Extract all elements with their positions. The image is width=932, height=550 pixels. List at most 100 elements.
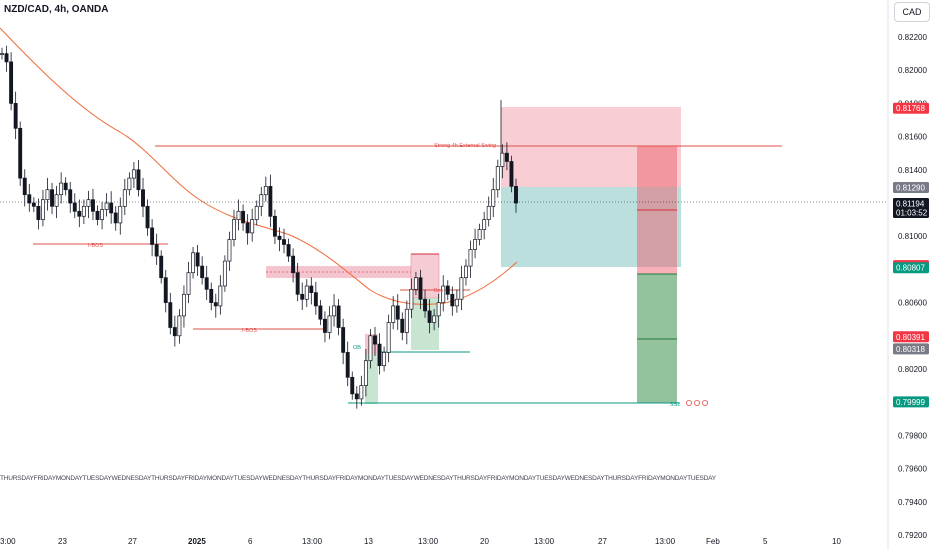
candle — [150, 219, 155, 257]
candle — [482, 211, 487, 240]
candle — [22, 169, 27, 207]
stop-loss-zone — [501, 107, 681, 187]
candle — [386, 314, 391, 363]
ssl-icons — [686, 399, 709, 406]
candle — [423, 289, 427, 318]
ob-label: OB — [353, 345, 361, 351]
candle — [450, 286, 455, 316]
candle — [491, 177, 496, 218]
candle — [40, 189, 45, 227]
candle — [136, 160, 141, 197]
candle — [354, 386, 359, 409]
candle — [181, 285, 186, 328]
ibos-label-1: I-BOS — [88, 243, 103, 249]
time-axis[interactable]: 3:00 23 27 2025 6 13:00 13 13:00 20 13:00 27 13:00 F… — [0, 537, 841, 546]
candle — [241, 204, 246, 231]
price-tick-label: 0.79400 — [898, 498, 927, 507]
candle — [81, 199, 86, 225]
price-tick-label: 0.79800 — [898, 431, 927, 440]
candle — [54, 185, 59, 219]
candle — [204, 265, 209, 301]
candle — [468, 240, 473, 278]
candle — [418, 269, 423, 310]
candle — [0, 47, 4, 60]
candle — [122, 178, 127, 216]
candle — [464, 259, 468, 286]
bos-label: Bos — [434, 288, 444, 294]
currency-button[interactable]: CAD — [894, 2, 930, 22]
price-tick-label: 0.80600 — [898, 299, 927, 308]
candle — [131, 161, 136, 188]
moving-average — [0, 27, 518, 305]
candle — [141, 177, 145, 218]
price-tick-label: 0.79600 — [898, 465, 927, 474]
time-tick-label: 20 — [480, 537, 489, 546]
price-tick-label: 0.81600 — [898, 133, 927, 142]
candle — [332, 294, 337, 327]
time-tick-label: Feb — [706, 537, 720, 546]
candle — [186, 261, 191, 304]
candle — [514, 178, 518, 213]
price-tick-label: 0.82200 — [898, 33, 927, 42]
candle — [409, 278, 414, 319]
candle — [118, 197, 123, 235]
candle — [4, 45, 9, 72]
candle — [509, 155, 514, 193]
take-profit-zone — [501, 187, 681, 267]
ssl-label: SSL — [670, 402, 680, 408]
candle — [350, 371, 355, 400]
candle — [222, 255, 227, 292]
candle — [272, 209, 277, 245]
candle — [363, 348, 368, 397]
candle — [400, 312, 405, 341]
candle — [495, 159, 500, 198]
candle — [100, 201, 105, 230]
price-tick-label: 0.82000 — [898, 66, 927, 75]
candle — [291, 248, 296, 283]
price-marker — [893, 331, 929, 343]
candle — [404, 300, 409, 345]
time-tick-label: 5 — [763, 537, 768, 546]
candle — [68, 181, 73, 213]
candle — [327, 306, 332, 340]
candle — [313, 281, 318, 315]
candle — [277, 227, 282, 252]
candle — [373, 327, 377, 356]
candle — [172, 315, 177, 347]
candle — [341, 318, 346, 365]
candle — [191, 246, 195, 279]
candle — [59, 172, 64, 204]
price-marker — [893, 102, 929, 114]
time-tick-label: 3:00 — [0, 537, 16, 546]
candle — [377, 333, 382, 375]
candle — [232, 209, 236, 247]
candle — [504, 142, 509, 171]
price-marker — [893, 262, 929, 274]
price-marker-label: 0.81768 — [896, 104, 925, 113]
candle — [336, 299, 341, 336]
time-tick-label: 6 — [248, 537, 253, 546]
candle — [95, 205, 100, 226]
candle — [486, 196, 491, 227]
candle — [432, 309, 437, 331]
candle — [304, 279, 309, 308]
time-tick-label: 13:00 — [302, 537, 323, 546]
candle — [323, 311, 327, 343]
candle — [250, 208, 255, 242]
candle — [72, 193, 77, 219]
candle — [18, 121, 23, 186]
time-tick-label: 13:00 — [655, 537, 676, 546]
candle — [295, 262, 300, 302]
candle — [36, 198, 41, 230]
price-tick-label: 0.79200 — [898, 531, 927, 540]
candle — [368, 328, 373, 369]
candle — [395, 294, 400, 330]
candle — [113, 206, 118, 231]
price-marker — [893, 396, 929, 408]
candle — [236, 199, 241, 231]
price-marker-label: 0.79999 — [896, 398, 925, 407]
price-marker-label: 0.80807 — [896, 264, 925, 273]
time-tick-label: 2025 — [188, 537, 206, 546]
candle — [309, 277, 314, 305]
